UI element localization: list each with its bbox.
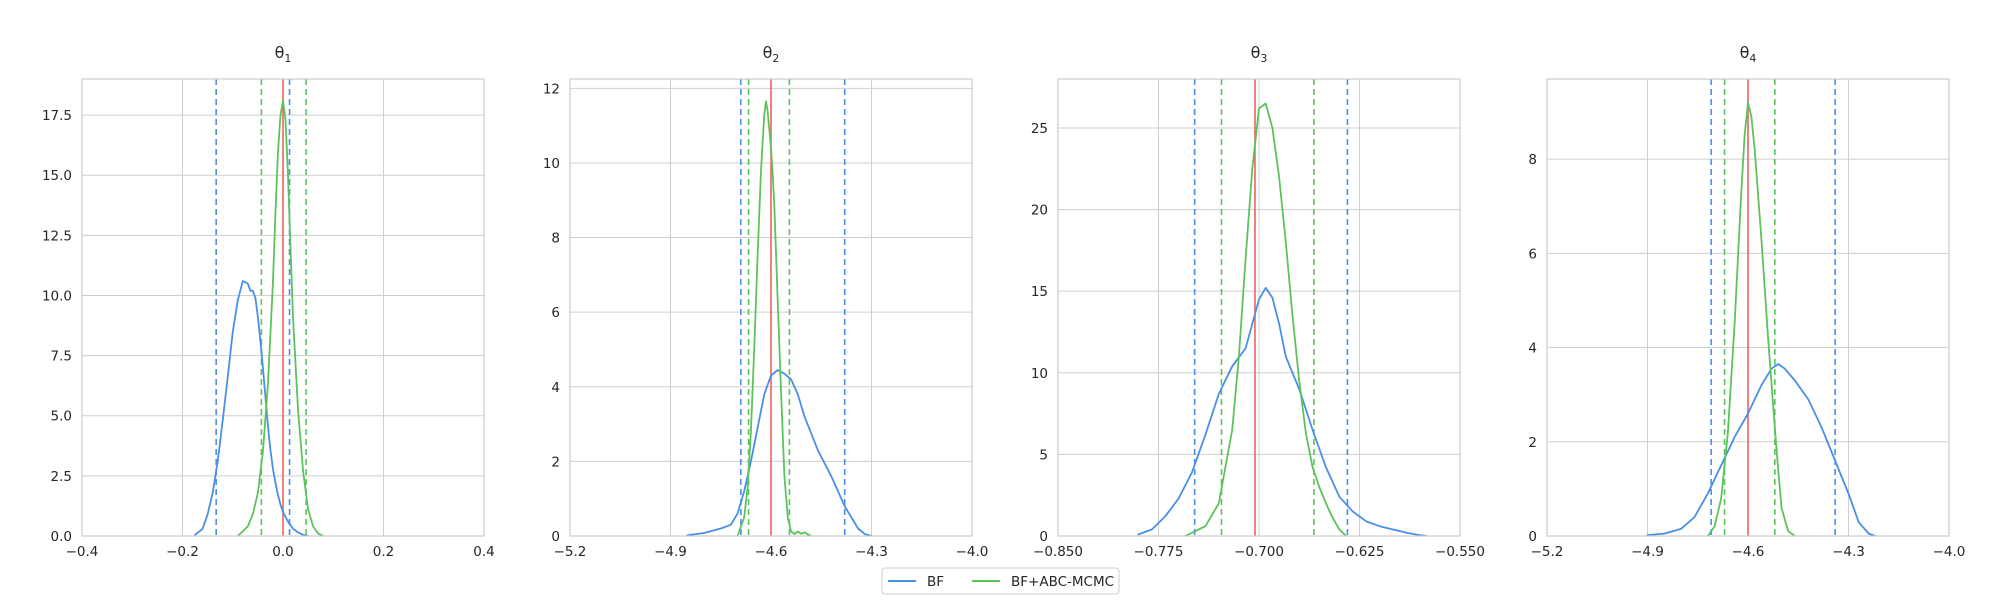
x-tick-label: 0.2	[373, 544, 394, 560]
panel-title: θ1	[275, 43, 292, 65]
y-tick-label: 6	[1528, 246, 1537, 262]
legend: BF BF+ABC-MCMC	[881, 567, 1120, 595]
legend-label-bf-abc-mcmc: BF+ABC-MCMC	[1011, 574, 1114, 590]
plot-area-4	[1646, 79, 1877, 536]
y-tick-label: 15	[1031, 284, 1048, 300]
panel-theta-3: −0.850 −0.775 −0.700 −0.625 −0.550 0 5 10 15 20 25…	[1031, 43, 1485, 560]
y-tick-label: 0	[1528, 529, 1537, 545]
y-tick-label: 4	[551, 380, 560, 396]
x-tick-label: −0.550	[1435, 544, 1485, 560]
axes-frame	[1057, 78, 1461, 537]
y-tick-label: 10	[543, 156, 560, 172]
x-tick-label: −4.9	[654, 544, 687, 560]
y-tick-label: 12	[543, 81, 560, 97]
y-tick-label: 15.0	[42, 168, 72, 184]
x-tick-label: −4.6	[755, 544, 788, 560]
legend-label-bf: BF	[927, 574, 944, 590]
y-tick-label: 0	[551, 529, 560, 545]
y-tick-label: 2.5	[51, 469, 72, 485]
panel-theta-2: −5.2 −4.9 −4.6 −4.3 −4.0 0 2 4 6 8 10 12 θ2	[543, 43, 989, 560]
bf-abc-mcmc-density-curve	[1706, 101, 1796, 536]
x-tick-label: −4.6	[1732, 544, 1765, 560]
x-tick-label: −0.625	[1335, 544, 1385, 560]
y-tick-label: 20	[1031, 203, 1048, 219]
axes-frame	[569, 78, 973, 537]
panel-theta-1: −0.4 −0.2 0.0 0.2 0.4 0.0 2.5 5.0 7.5 10.0 12.5 15.…	[42, 43, 495, 560]
x-tick-label: 0.4	[473, 544, 494, 560]
y-tick-label: 6	[551, 305, 560, 321]
y-tick-label: 25	[1031, 121, 1048, 137]
y-tick-label: 4	[1528, 341, 1537, 357]
y-tick-label: 0.0	[51, 529, 72, 545]
y-tick-label: 5.0	[51, 409, 72, 425]
panels: −0.4 −0.2 0.0 0.2 0.4 0.0 2.5 5.0 7.5 10.0 12.5 15.…	[42, 43, 1965, 560]
plot-area-1	[194, 79, 325, 536]
x-tick-label: −4.9	[1631, 544, 1664, 560]
y-tick-label: 17.5	[42, 108, 72, 124]
x-tick-label: −4.3	[1832, 544, 1865, 560]
bf-density-curve	[1646, 363, 1877, 536]
x-tick-label: −5.2	[1531, 544, 1564, 560]
x-tick-label: −5.2	[554, 544, 587, 560]
panel-title: θ4	[1740, 43, 1757, 65]
y-tick-label: 10	[1031, 366, 1048, 382]
x-tick-label: −0.775	[1134, 544, 1184, 560]
x-tick-label: −4.0	[956, 544, 989, 560]
y-tick-label: 7.5	[51, 349, 72, 365]
bf-abc-mcmc-density-curve	[236, 99, 325, 536]
x-tick-label: −0.4	[66, 544, 99, 560]
axes-frame	[81, 78, 485, 537]
y-tick-label: 5	[1039, 447, 1048, 463]
x-tick-label: −0.850	[1033, 544, 1083, 560]
legend-frame	[881, 567, 1120, 595]
y-tick-label: 12.5	[42, 228, 72, 244]
x-tick-label: −0.700	[1234, 544, 1284, 560]
bf-abc-mcmc-density-curve	[736, 100, 813, 536]
x-tick-label: 0.0	[272, 544, 293, 560]
x-tick-label: −0.2	[166, 544, 199, 560]
bf-density-curve	[686, 369, 873, 536]
bf-density-curve	[194, 280, 310, 536]
axes-frame	[1546, 78, 1950, 537]
y-tick-label: 10.0	[42, 288, 72, 304]
y-tick-label: 8	[1528, 152, 1537, 168]
x-tick-label: −4.3	[855, 544, 888, 560]
bf-density-curve	[1137, 286, 1428, 536]
y-tick-label: 2	[551, 454, 560, 470]
y-tick-label: 2	[1528, 435, 1537, 451]
x-tick-label: −4.0	[1933, 544, 1966, 560]
bf-abc-mcmc-density-curve	[1184, 102, 1347, 536]
plot-area-3	[1137, 79, 1428, 536]
panel-title: θ3	[1251, 43, 1268, 65]
panel-title: θ2	[763, 43, 780, 65]
y-tick-label: 0	[1039, 529, 1048, 545]
panel-theta-4: −5.2 −4.9 −4.6 −4.3 −4.0 0 2 4 6 8 θ4	[1528, 43, 1965, 560]
y-tick-label: 8	[551, 231, 560, 247]
plot-area-2	[686, 79, 873, 536]
